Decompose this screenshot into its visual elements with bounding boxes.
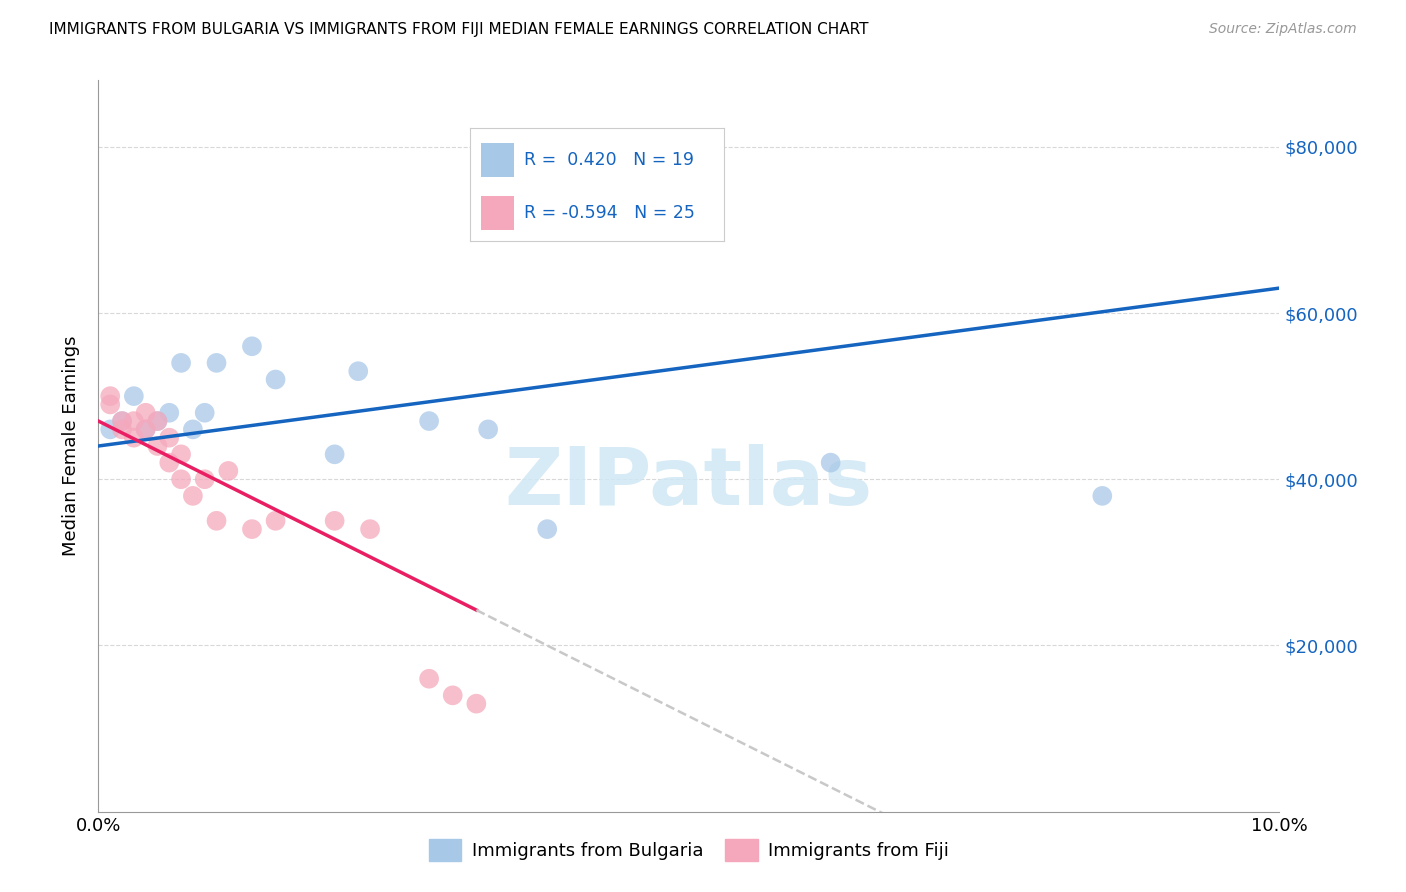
Point <box>122 431 145 445</box>
Point <box>122 389 145 403</box>
Text: IMMIGRANTS FROM BULGARIA VS IMMIGRANTS FROM FIJI MEDIAN FEMALE EARNINGS CORRELAT: IMMIGRANTS FROM BULGARIA VS IMMIGRANTS F… <box>49 22 869 37</box>
Point <box>205 514 228 528</box>
Point <box>170 472 193 486</box>
Point <box>146 414 169 428</box>
Point <box>418 672 440 686</box>
Point <box>157 406 180 420</box>
Point <box>170 356 193 370</box>
Point <box>111 422 134 436</box>
Point <box>181 422 204 436</box>
Point <box>111 414 134 428</box>
Point <box>820 456 842 470</box>
Point <box>418 414 440 428</box>
Y-axis label: Median Female Earnings: Median Female Earnings <box>62 335 80 557</box>
Point <box>323 514 346 528</box>
Point <box>359 522 381 536</box>
Text: ZIPatlas: ZIPatlas <box>505 443 873 522</box>
Point <box>264 514 287 528</box>
Text: Source: ZipAtlas.com: Source: ZipAtlas.com <box>1209 22 1357 37</box>
Point <box>135 422 157 436</box>
Point <box>98 397 121 411</box>
Point <box>240 522 263 536</box>
Point <box>194 406 217 420</box>
Point <box>240 339 263 353</box>
Point <box>205 356 228 370</box>
Point <box>98 422 121 436</box>
Point <box>477 422 499 436</box>
Point <box>135 422 157 436</box>
Point <box>157 456 180 470</box>
Point <box>122 414 145 428</box>
Point <box>146 439 169 453</box>
Point <box>170 447 193 461</box>
Point <box>146 414 169 428</box>
Point <box>181 489 204 503</box>
Point <box>135 406 157 420</box>
Point <box>217 464 239 478</box>
Point <box>98 389 121 403</box>
Point <box>264 372 287 386</box>
Point <box>157 431 180 445</box>
Point <box>536 522 558 536</box>
Point <box>111 414 134 428</box>
Point <box>194 472 217 486</box>
Point <box>441 689 464 703</box>
Point <box>323 447 346 461</box>
Point <box>1091 489 1114 503</box>
Point <box>347 364 370 378</box>
Legend: Immigrants from Bulgaria, Immigrants from Fiji: Immigrants from Bulgaria, Immigrants fro… <box>422 832 956 869</box>
Point <box>465 697 488 711</box>
